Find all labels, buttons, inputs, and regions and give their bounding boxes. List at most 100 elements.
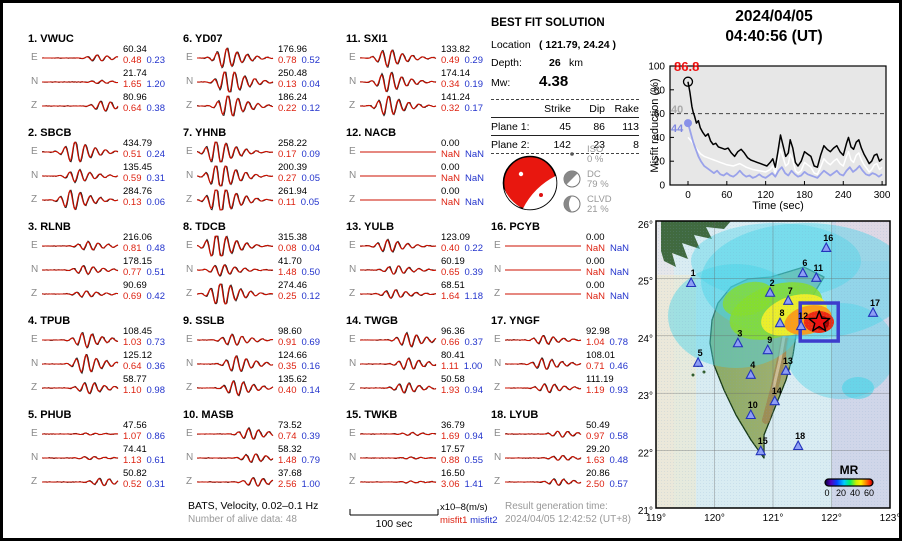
map-lat-label: 21° (638, 506, 653, 517)
misfit1-value: 0.08 (278, 243, 297, 254)
station-block-sxi1: 11. SXI1 E 133.82 0.49 0.29 N 174.14 0.34 0.19 Z 1… (346, 33, 498, 125)
amplitude-value: 141.24 (441, 92, 471, 103)
epicenter-star (808, 310, 831, 332)
component-values: 178.15 0.77 0.51 (123, 257, 181, 279)
synthetic-trace (360, 332, 437, 348)
synthetic-trace (360, 72, 437, 93)
component-label-n: N (31, 358, 39, 369)
amplitude-value: 37.68 (278, 468, 302, 479)
plot-background (670, 66, 886, 185)
misfit2-value: 0.31 (146, 173, 166, 184)
amplitude-value: 123.09 (441, 232, 471, 243)
component-values: 73.52 0.74 0.39 (278, 421, 336, 443)
misfit-values: 0.65 0.39 (441, 267, 499, 278)
col-rake: Rake (614, 102, 639, 115)
component-values: 125.12 0.64 0.36 (123, 351, 181, 373)
component-label-e: E (349, 428, 356, 439)
amplitude-value: 174.14 (441, 68, 471, 79)
station-block-sbcb: 2. SBCB E 434.79 0.51 0.24 N 135.45 0.59 0.31 Z 28… (28, 127, 180, 219)
component-values: 0.00 NaN NaN (441, 187, 499, 209)
misfit2-value: 0.36 (146, 361, 166, 372)
component-label-e: E (31, 240, 38, 251)
waveform-lyub-n (505, 455, 582, 461)
station-title: 10. MASB (183, 409, 234, 421)
misfit2-value: 0.39 (464, 267, 484, 278)
misfit-black-line (687, 81, 883, 168)
amplitude-value: 50.82 (123, 468, 147, 479)
map-station-triangle-14 (769, 395, 781, 406)
waveform-masb-e (197, 426, 274, 440)
misfit2-value: 0.14 (301, 385, 321, 396)
misfit1-value: 0.48 (123, 55, 142, 66)
station-title: 13. YULB (346, 221, 395, 233)
misfit-values: NaN NaN (586, 243, 644, 254)
misfit-values: NaN NaN (441, 197, 499, 208)
misfit1-value: 2.56 (278, 479, 297, 490)
dc-pct: 79 % (587, 179, 609, 190)
component-values: 258.22 0.17 0.09 (278, 139, 336, 161)
map-lat-label: 23° (638, 391, 653, 402)
misfit2-value: 0.04 (301, 79, 321, 90)
plane1-label: Plane 1: (491, 120, 530, 133)
station-title: 1. VWUC (28, 33, 74, 45)
component-label-e: E (494, 428, 501, 439)
clvd-name: CLVD (587, 194, 612, 205)
waveform-nacb-n (360, 175, 437, 177)
amplitude-value: 111.19 (586, 374, 614, 385)
component-values: 29.20 1.63 0.48 (586, 445, 644, 467)
station-block-yd07: 6. YD07 E 176.96 0.78 0.52 N 250.48 0.13 0.04 Z 18… (183, 33, 335, 125)
waveform-tpub-e (42, 332, 119, 349)
misfit-values: 0.64 0.36 (123, 361, 181, 372)
misfit-values: 0.71 0.46 (586, 361, 644, 372)
station-block-sslb: 9. SSLB E 98.60 0.91 0.69 N 124.66 0.35 0.16 Z 135… (183, 315, 335, 407)
misfit2-value: 0.78 (609, 337, 629, 348)
component-label-e: E (494, 240, 501, 251)
misfit-values: 1.10 0.98 (123, 385, 181, 396)
observed-trace (197, 283, 274, 305)
amplitude-value: 90.69 (123, 280, 147, 291)
amplitude-value: 68.51 (441, 280, 465, 291)
component-values: 434.79 0.51 0.24 (123, 139, 181, 161)
misfit-values: 1.07 0.86 (123, 431, 181, 442)
misfit2-value: 0.24 (146, 149, 166, 160)
waveform-sxi1-e (360, 49, 437, 68)
amplitude-value: 60.34 (123, 44, 147, 55)
plane2-label: Plane 2: (491, 138, 530, 151)
map-station-number: 5 (698, 348, 703, 358)
misfit2-value: 0.98 (146, 385, 166, 396)
synthetic-trace (42, 290, 119, 298)
waveform-yhnb-z (197, 189, 274, 211)
station-title: 2. SBCB (28, 127, 72, 139)
synthetic-trace (42, 169, 119, 183)
component-label-e: E (186, 146, 193, 157)
iso-decomposition: ISO 0 % (563, 145, 603, 165)
depth-unit: km (569, 57, 583, 69)
waveform-masb-z (197, 476, 274, 487)
misfit1-value: 1.11 (441, 361, 459, 372)
dc-icon (563, 170, 581, 188)
misfit-values: 0.08 0.04 (278, 243, 336, 254)
synthetic-trace (42, 141, 119, 163)
scale-bar-label: 100 sec (376, 518, 413, 530)
misfit-values: 0.97 0.58 (586, 431, 644, 442)
misfit1-value: NaN (586, 267, 606, 278)
misfit-values: NaN NaN (441, 173, 499, 184)
station-block-yhnb: 7. YHNB E 258.22 0.17 0.09 N 200.39 0.27 0.05 Z 26… (183, 127, 335, 219)
misfit1-value: 0.66 (441, 337, 460, 348)
component-values: 58.77 1.10 0.98 (123, 375, 181, 397)
misfit-values: 0.13 0.04 (278, 79, 336, 90)
filter-info-line: BATS, Velocity, 0.02–0.1 Hz (188, 500, 319, 512)
waveform-masb-n (197, 453, 274, 463)
map-station-triangle-16 (820, 241, 832, 253)
synthetic-trace (197, 453, 274, 463)
amplitude-value: 0.00 (586, 256, 605, 267)
misfit-values: 1.03 0.73 (123, 337, 181, 348)
component-label-n: N (349, 452, 357, 463)
component-values: 74.41 1.13 0.61 (123, 445, 181, 467)
misfit2-value: 1.18 (464, 291, 484, 302)
amplitude-value: 135.62 (278, 374, 308, 385)
waveform-yd07-e (197, 47, 274, 69)
misfit1-value: 0.81 (123, 243, 142, 254)
waveform-lyub-e (505, 430, 582, 438)
map-station-triangle-12 (795, 319, 807, 331)
